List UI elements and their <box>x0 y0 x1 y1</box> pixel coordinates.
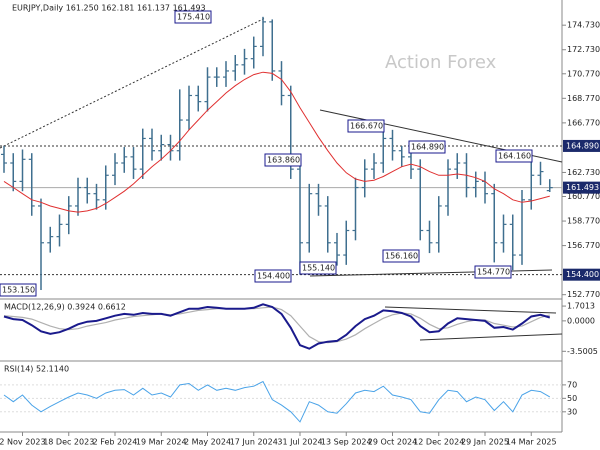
annotation-box <box>254 269 292 283</box>
annotation-label: 164.160 <box>498 152 531 161</box>
annotation-label: 153.150 <box>2 286 35 295</box>
chart-title: EURJPY,Daily 161.250 162.181 161.137 161… <box>12 4 206 13</box>
macd-tick-label: -3.5005 <box>567 347 598 356</box>
annotation-label: 164.890 <box>411 143 444 152</box>
x-tick-label: 2 Feb 2024 <box>93 438 138 447</box>
x-tick-label: 2 Nov 2023 <box>0 438 46 447</box>
annotation-box <box>264 153 302 167</box>
annotation-box <box>495 149 533 163</box>
level-label: 154.400 <box>566 270 599 279</box>
macd-line <box>3 306 550 344</box>
macd-tick-label: 1.7013 <box>567 302 595 311</box>
y-tick-label: 168.770 <box>567 94 600 103</box>
level-label-box <box>563 268 600 281</box>
rsi-label: RSI(14) 52.1140 <box>4 365 69 374</box>
rsi-line <box>3 380 551 423</box>
x-tick-label: 14 Mar 2025 <box>506 438 557 447</box>
annotation-box <box>299 261 337 275</box>
level-label: 161.493 <box>566 183 599 192</box>
x-tick-label: 18 Dec 2023 <box>43 438 94 447</box>
macd-trend-line <box>384 306 557 314</box>
annotation-label: 156.160 <box>385 252 418 261</box>
y-tick-label: 172.730 <box>567 45 600 54</box>
annotation-label: 155.140 <box>302 264 335 273</box>
y-tick-label: 152.770 <box>567 290 600 299</box>
x-tick-label: 29 Jan 2025 <box>461 438 509 447</box>
y-tick-label: 174.730 <box>567 21 600 30</box>
level-label-box <box>563 181 600 194</box>
moving-average <box>3 71 550 213</box>
x-tick-label: 19 Mar 2024 <box>136 438 187 447</box>
x-tick-label: 12 Dec 2024 <box>413 438 464 447</box>
x-tick-label: 13 Sep 2024 <box>321 438 372 447</box>
rsi-tick-label: 50 <box>567 394 577 403</box>
annotation-box <box>0 283 37 297</box>
rsi-tick-label: 70 <box>567 380 577 389</box>
annotation-box <box>408 140 446 154</box>
watermark: Action Forex <box>385 52 497 73</box>
annotation-box <box>174 10 212 24</box>
annotation-label: 154.770 <box>477 268 510 277</box>
x-tick-label: 17 Jun 2024 <box>230 438 278 447</box>
y-tick-label: 156.770 <box>567 241 600 250</box>
y-tick-label: 158.770 <box>567 217 600 226</box>
macd-line <box>3 303 551 350</box>
y-tick-label: 162.730 <box>567 168 600 177</box>
macd-label: MACD(12,26,9) 0.3924 0.6612 <box>4 303 126 312</box>
annotation-label: 166.670 <box>350 122 383 131</box>
annotation-box <box>474 265 512 279</box>
macd-trend-line <box>419 333 563 341</box>
y-tick-label: 160.770 <box>567 192 600 201</box>
annotation-box <box>347 119 385 133</box>
level-label-box <box>563 139 600 152</box>
y-tick-label: 166.770 <box>567 118 600 127</box>
annotation-label: 154.400 <box>257 272 290 281</box>
x-tick-label: 31 Jul 2024 <box>277 438 322 447</box>
rsi-tick-label: 30 <box>567 407 577 416</box>
macd-tick-label: 0.0000 <box>567 316 595 325</box>
annotation-label: 163.860 <box>267 156 300 165</box>
trend-line <box>0 17 266 149</box>
level-label: 164.890 <box>566 141 599 150</box>
y-tick-label: 170.770 <box>567 69 600 78</box>
annotation-box <box>382 249 420 263</box>
x-tick-label: 29 Oct 2024 <box>368 438 417 447</box>
trend-line <box>309 269 553 277</box>
x-tick-label: 2 May 2024 <box>184 438 231 447</box>
annotation-label: 175.410 <box>177 13 210 22</box>
